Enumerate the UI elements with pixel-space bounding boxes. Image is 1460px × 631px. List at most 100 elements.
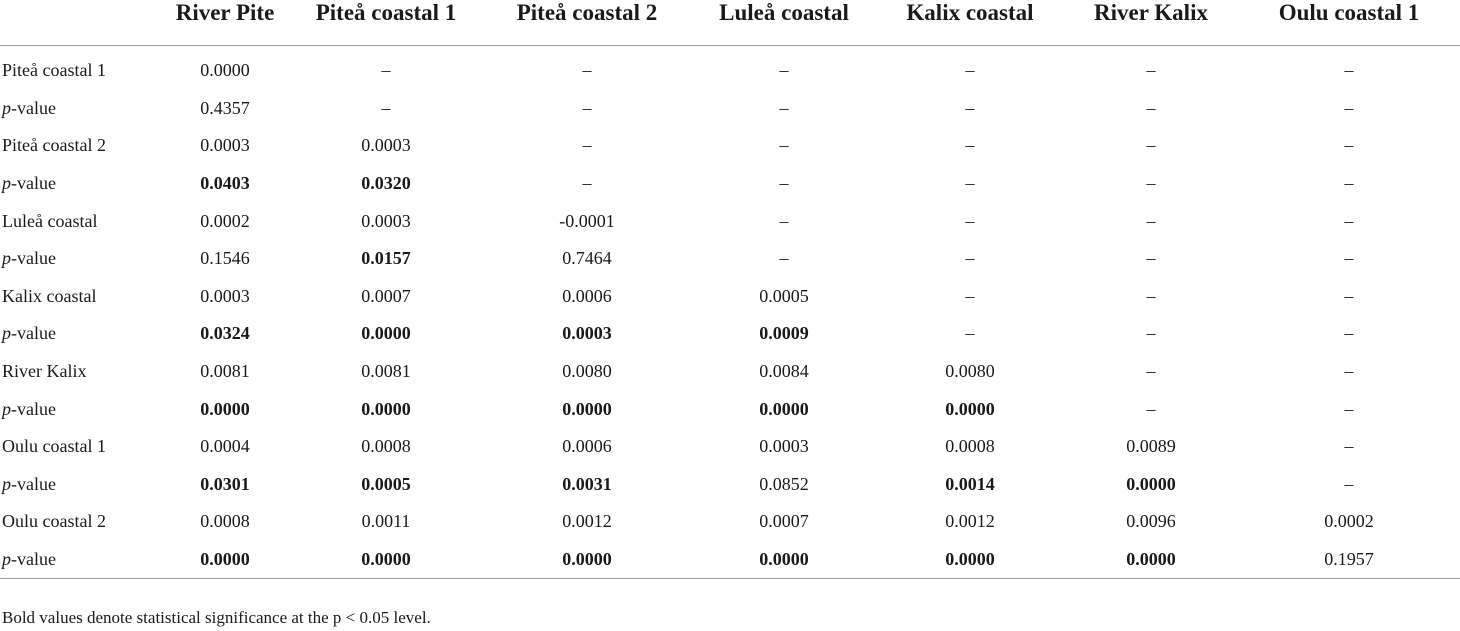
- table-body: Piteå coastal 1 0.0000– – – – – – p-value 0.4357…: [0, 46, 1460, 579]
- fst-value-cell: 0.0004: [200, 436, 250, 457]
- column-header: Kalix coastal: [876, 0, 1064, 46]
- fst-value-cell: 0.0007: [759, 511, 809, 532]
- pvalue-cell: –: [965, 248, 975, 269]
- pvalue-cell: 0.0000: [1064, 540, 1238, 579]
- row-label-suffix: -value: [11, 97, 56, 118]
- pvalue-cell: –: [779, 248, 789, 269]
- pvalue-cell: 0.0000: [361, 323, 411, 344]
- pvalue-cell: 0.0000: [290, 540, 482, 579]
- pvalue-row: p-value 0.1546 0.0157 0.7464 – – – –: [0, 240, 1460, 278]
- row-label: Luleå coastal: [2, 210, 98, 231]
- pvalue-cell: –: [582, 173, 592, 194]
- fst-value-cell: –: [965, 285, 975, 306]
- pvalue-cell: –: [1146, 398, 1156, 419]
- pvalue-cell: –: [1146, 173, 1156, 194]
- fst-value-cell: –: [1344, 361, 1354, 382]
- column-header: Piteå coastal 1: [290, 0, 482, 46]
- pvalue-cell: –: [1344, 473, 1354, 494]
- fst-row: River Kalix 0.0081 0.0081 0.0080 0.0084 0.008…: [0, 353, 1460, 391]
- row-label-italic-p: p: [2, 248, 11, 269]
- pvalue-cell: 0.0403: [200, 173, 250, 194]
- pvalue-cell: –: [1146, 248, 1156, 269]
- pvalue-cell: –: [381, 97, 391, 118]
- pvalue-cell: –: [1344, 248, 1354, 269]
- pvalue-cell: 0.0000: [945, 398, 995, 419]
- fst-row: Piteå coastal 2 0.0003 0.0003 – – – – –: [0, 127, 1460, 165]
- pvalue-cell: 0.0157: [361, 248, 411, 269]
- pvalue-cell: –: [1344, 173, 1354, 194]
- row-label: River Kalix: [2, 361, 87, 382]
- column-header: River Kalix: [1064, 0, 1238, 46]
- pvalue-cell: 0.0009: [759, 323, 809, 344]
- row-label-suffix: -value: [11, 548, 56, 569]
- pvalue-cell: 0.0301: [200, 473, 250, 494]
- pvalue-cell: 0.0000: [482, 540, 692, 579]
- fst-value-cell: –: [1146, 285, 1156, 306]
- row-label: p-value: [0, 240, 160, 278]
- pvalue-cell: 0.0324: [200, 323, 250, 344]
- fst-value-cell: –: [1344, 436, 1354, 457]
- fst-value-cell: 0.0012: [562, 511, 612, 532]
- row-label: p-value: [0, 540, 160, 579]
- row-label-suffix: -value: [11, 398, 56, 419]
- row-label-suffix: -value: [11, 323, 56, 344]
- fst-value-cell: 0.0080: [945, 361, 995, 382]
- row-label-italic-p: p: [2, 473, 11, 494]
- fst-value-cell: –: [779, 135, 789, 156]
- row-label-suffix: -value: [11, 248, 56, 269]
- fst-value-cell: –: [965, 210, 975, 231]
- fst-row: Oulu coastal 1 0.0004 0.0008 0.0006 0.0003 0.…: [0, 428, 1460, 466]
- fst-value-cell: –: [1146, 60, 1156, 81]
- pvalue-cell: –: [779, 173, 789, 194]
- pvalue-cell: –: [582, 97, 592, 118]
- fst-value-cell: 0.0003: [361, 210, 411, 231]
- fst-value-cell: –: [779, 60, 789, 81]
- pvalue-cell: 0.0320: [361, 173, 411, 194]
- fst-value-cell: 0.0003: [361, 135, 411, 156]
- fst-value-cell: 0.0006: [562, 436, 612, 457]
- pvalue-cell: 0.0031: [562, 473, 612, 494]
- fst-value-cell: –: [1344, 60, 1354, 81]
- fst-value-cell: –: [1146, 210, 1156, 231]
- header-corner-cell: [0, 0, 160, 46]
- pvalue-cell: –: [965, 97, 975, 118]
- pvalue-cell: 0.0014: [945, 473, 995, 494]
- row-label: p-value: [0, 165, 160, 203]
- row-label: p-value: [0, 315, 160, 353]
- pvalue-cell: 0.0000: [876, 540, 1064, 579]
- pvalue-row: p-value 0.0403 0.0320 – – – – –: [0, 165, 1460, 203]
- fst-value-cell: –: [1344, 135, 1354, 156]
- fst-value-cell: 0.0081: [200, 361, 250, 382]
- pvalue-cell: 0.0005: [361, 473, 411, 494]
- fst-row: Kalix coastal 0.0003 0.0007 0.0006 0.0005 – – –: [0, 278, 1460, 316]
- fst-value-cell: 0.0011: [361, 511, 411, 532]
- row-label: Oulu coastal 1: [2, 436, 106, 457]
- fst-value-cell: 0.0000: [200, 60, 250, 81]
- pvalue-cell: 0.0000: [692, 540, 876, 579]
- pvalue-cell: –: [1344, 97, 1354, 118]
- pvalue-cell: 0.1957: [1238, 540, 1460, 579]
- row-label-italic-p: p: [2, 323, 11, 344]
- row-label-suffix: -value: [11, 473, 56, 494]
- fst-row: Oulu coastal 2 0.0008 0.0011 0.0012 0.0007 0.…: [0, 503, 1460, 541]
- pvalue-cell: –: [965, 173, 975, 194]
- pvalue-row: p-value 0.0301 0.0005 0.0031 0.0852 0.0014 0.0…: [0, 466, 1460, 504]
- row-label-italic-p: p: [2, 398, 11, 419]
- row-label-italic-p: p: [2, 548, 11, 569]
- fst-value-cell: 0.0003: [759, 436, 809, 457]
- pvalue-cell: 0.1546: [200, 248, 250, 269]
- pvalue-row: p-value 0.4357 – – – – – –: [0, 90, 1460, 128]
- pvalue-cell: –: [1344, 323, 1354, 344]
- fst-value-cell: 0.0008: [361, 436, 411, 457]
- row-label-suffix: -value: [11, 173, 56, 194]
- fst-value-cell: –: [965, 135, 975, 156]
- pvalue-cell: 0.0000: [562, 398, 612, 419]
- fst-value-cell: 0.0008: [200, 511, 250, 532]
- table-footnote: Bold values denote statistical significa…: [2, 608, 431, 627]
- fst-value-cell: 0.0003: [200, 135, 250, 156]
- column-header: Luleå coastal: [692, 0, 876, 46]
- fst-value-cell: –: [582, 60, 592, 81]
- pvalue-cell: 0.0000: [160, 540, 290, 579]
- fst-value-cell: 0.0008: [945, 436, 995, 457]
